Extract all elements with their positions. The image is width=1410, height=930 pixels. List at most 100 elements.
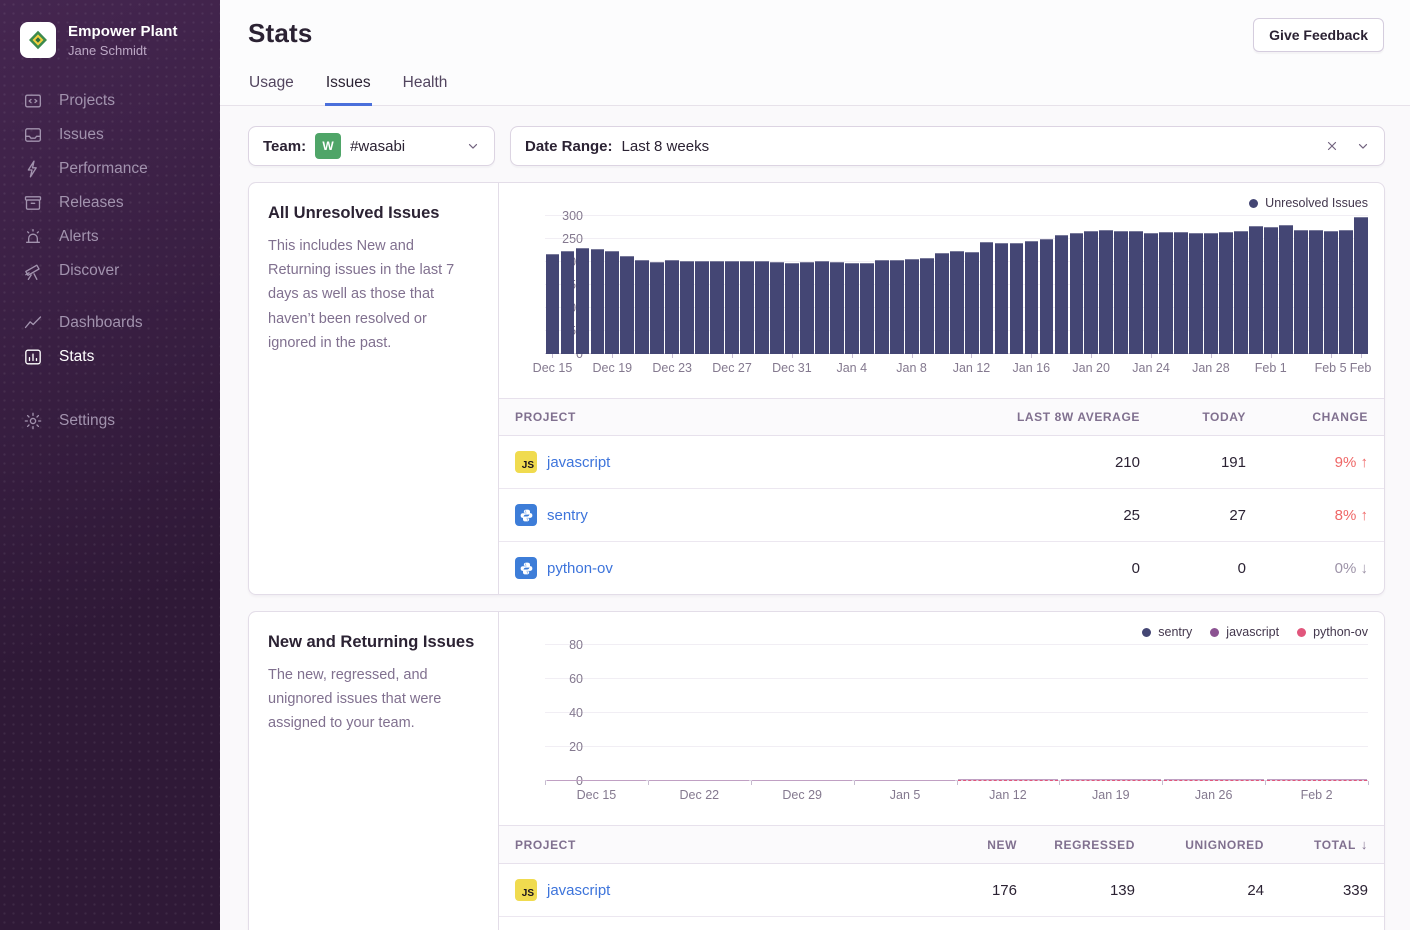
column-header-project: PROJECT xyxy=(499,827,920,863)
sidebar-item-performance[interactable]: Performance xyxy=(0,152,220,186)
project-link[interactable]: sentry xyxy=(547,507,588,524)
javascript-project-icon: JS xyxy=(515,451,537,473)
tab-issues[interactable]: Issues xyxy=(325,74,372,106)
bar xyxy=(845,263,859,354)
table-row: sentry2660086 xyxy=(499,916,1384,930)
panel-title: New and Returning Issues xyxy=(268,633,479,652)
project-cell: JS javascript xyxy=(499,864,920,916)
bar xyxy=(740,261,754,354)
legend-label: python-ov xyxy=(1313,625,1368,639)
legend-dot-icon xyxy=(1297,628,1306,637)
sidebar-item-releases[interactable]: Releases xyxy=(0,186,220,220)
x-axis-tick-label: Dec 29 xyxy=(782,788,822,802)
x-axis-tick xyxy=(1361,354,1362,358)
x-axis-tick-label: Jan 28 xyxy=(1192,361,1230,375)
sidebar-item-stats[interactable]: Stats xyxy=(0,340,220,374)
sidebar-item-alerts[interactable]: Alerts xyxy=(0,220,220,254)
column-header-label: TOTAL xyxy=(1314,838,1356,852)
x-axis-tick xyxy=(545,781,546,785)
bar xyxy=(980,242,994,354)
javascript-project-icon: JS xyxy=(515,879,537,901)
x-axis-tick-label: Feb 2 xyxy=(1301,788,1333,802)
bar xyxy=(725,261,739,354)
sidebar-item-dashboards[interactable]: Dashboards xyxy=(0,306,220,340)
sidebar-item-discover[interactable]: Discover xyxy=(0,254,220,288)
give-feedback-button[interactable]: Give Feedback xyxy=(1253,18,1384,52)
bar xyxy=(1040,239,1054,354)
sidebar-item-label: Stats xyxy=(59,348,94,366)
numeric-cell: 176 xyxy=(920,867,1033,914)
issues-icon xyxy=(23,125,43,145)
legend-dot-icon xyxy=(1210,628,1219,637)
x-axis-tick xyxy=(792,354,793,358)
sidebar-item-issues[interactable]: Issues xyxy=(0,118,220,152)
bar xyxy=(1144,233,1158,354)
bar xyxy=(1324,231,1338,354)
x-axis-tick xyxy=(1265,781,1266,785)
column-header-label: TODAY xyxy=(1202,410,1246,424)
x-axis-tick-label: Feb 1 xyxy=(1255,361,1287,375)
bar xyxy=(1010,243,1024,354)
bar xyxy=(1264,227,1278,354)
x-axis-tick xyxy=(732,354,733,358)
legend-item-sentry: sentry xyxy=(1142,625,1192,639)
bar xyxy=(1294,230,1308,354)
x-axis-tick-label: Dec 19 xyxy=(593,361,633,375)
performance-icon xyxy=(23,159,43,179)
sidebar-item-projects[interactable]: Projects xyxy=(0,84,220,118)
bar xyxy=(890,260,904,354)
numeric-cell: 0 xyxy=(1156,545,1262,592)
bar xyxy=(950,251,964,354)
panel-new-returning-issues: New and Returning Issues The new, regres… xyxy=(248,611,1385,930)
sidebar-item-settings[interactable]: Settings xyxy=(0,404,220,438)
team-select[interactable]: Team: W #wasabi xyxy=(248,126,495,166)
bar xyxy=(1279,225,1293,354)
sidebar-item-label: Releases xyxy=(59,194,124,212)
project-link[interactable]: python-ov xyxy=(547,560,613,577)
team-select-value: #wasabi xyxy=(350,138,405,155)
tab-usage[interactable]: Usage xyxy=(248,74,295,106)
bar xyxy=(995,243,1009,354)
numeric-cell: 210 xyxy=(946,439,1156,486)
x-axis-tick-label: Dec 15 xyxy=(533,361,573,375)
bar-series-unresolved-issues xyxy=(545,216,1368,354)
date-range-label: Date Range: xyxy=(525,138,613,155)
table-header-row: PROJECTNEWREGRESSEDUNIGNOREDTOTAL↓ xyxy=(499,826,1384,864)
bar xyxy=(920,258,934,354)
column-header-today: TODAY xyxy=(1156,399,1262,435)
x-axis-tick-label: Dec 27 xyxy=(712,361,752,375)
dashboards-icon xyxy=(23,313,43,333)
x-axis-tick-label: Jan 12 xyxy=(989,788,1027,802)
sidebar-item-label: Discover xyxy=(59,262,119,280)
bar xyxy=(905,259,919,354)
column-header-change: CHANGE xyxy=(1262,399,1384,435)
org-switcher[interactable]: Empower Plant Jane Schmidt xyxy=(0,0,220,84)
project-link[interactable]: javascript xyxy=(547,454,610,471)
x-axis-tick-label: Feb xyxy=(1350,361,1372,375)
stats-tabs: Usage Issues Health xyxy=(248,74,1384,105)
bar xyxy=(770,262,784,354)
project-cell: sentry xyxy=(499,917,920,930)
empower-plant-logo xyxy=(20,22,56,58)
sort-desc-icon[interactable]: ↓ xyxy=(1361,837,1368,852)
chart-legend: sentryjavascriptpython-ov xyxy=(499,612,1384,641)
bar xyxy=(620,256,634,354)
x-axis-tick-label: Dec 23 xyxy=(652,361,692,375)
clear-date-icon[interactable] xyxy=(1325,139,1339,153)
column-header-last-8w-average: LAST 8W AVERAGE xyxy=(946,399,1156,435)
project-cell: JS javascript xyxy=(499,436,946,488)
numeric-cell: 26 xyxy=(920,920,1033,930)
legend-dot-icon xyxy=(1249,199,1258,208)
bar xyxy=(650,262,664,354)
discover-icon xyxy=(23,261,43,281)
tab-health[interactable]: Health xyxy=(402,74,449,106)
x-axis-tick xyxy=(552,354,553,358)
date-range-select[interactable]: Date Range: Last 8 weeks xyxy=(510,126,1385,166)
change-cell: 9% ↑ xyxy=(1262,439,1384,486)
bar xyxy=(665,260,679,354)
project-link[interactable]: javascript xyxy=(547,882,610,899)
x-axis-tick xyxy=(1059,781,1060,785)
change-cell: 0% ↓ xyxy=(1262,545,1384,592)
filter-bar: Team: W #wasabi Date Range: Last 8 weeks xyxy=(248,126,1385,166)
numeric-cell: 86 xyxy=(1280,920,1384,930)
